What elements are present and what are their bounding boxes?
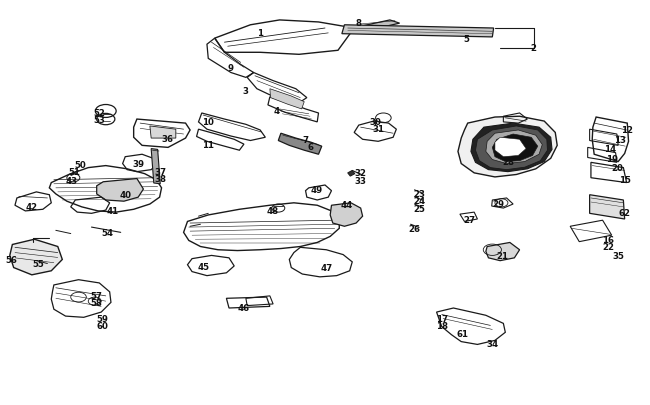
- Text: 12: 12: [621, 126, 632, 135]
- Text: 19: 19: [606, 154, 618, 163]
- Text: 8: 8: [356, 19, 362, 28]
- Polygon shape: [495, 138, 526, 157]
- Text: 10: 10: [202, 117, 215, 126]
- Text: 18: 18: [436, 322, 448, 330]
- Polygon shape: [278, 134, 322, 155]
- Text: 46: 46: [238, 303, 250, 312]
- Polygon shape: [151, 149, 161, 184]
- Polygon shape: [471, 124, 552, 172]
- Polygon shape: [458, 117, 557, 177]
- Polygon shape: [150, 127, 176, 139]
- Text: 1: 1: [257, 28, 263, 38]
- Text: 58: 58: [91, 298, 103, 307]
- Text: 5: 5: [463, 34, 469, 43]
- Text: 38: 38: [155, 175, 167, 183]
- Text: 35: 35: [613, 251, 625, 260]
- Polygon shape: [486, 131, 542, 164]
- Text: 21: 21: [496, 251, 508, 260]
- Text: 4: 4: [273, 107, 280, 116]
- Text: 60: 60: [97, 321, 109, 330]
- Text: 41: 41: [107, 207, 119, 215]
- Text: 28: 28: [502, 158, 514, 166]
- Text: 51: 51: [68, 168, 80, 177]
- Text: 22: 22: [603, 243, 614, 252]
- Text: 24: 24: [413, 197, 425, 206]
- Text: 53: 53: [94, 116, 105, 125]
- Polygon shape: [486, 243, 519, 261]
- Polygon shape: [97, 179, 144, 202]
- Polygon shape: [342, 26, 493, 38]
- Text: 26: 26: [408, 224, 421, 233]
- Text: 52: 52: [94, 109, 105, 117]
- Text: 31: 31: [372, 125, 384, 134]
- Text: 55: 55: [32, 260, 44, 269]
- Text: 33: 33: [355, 176, 367, 185]
- Polygon shape: [492, 135, 538, 162]
- Text: 20: 20: [611, 164, 623, 173]
- Text: 49: 49: [311, 185, 322, 194]
- Text: 7: 7: [302, 135, 309, 145]
- Text: 15: 15: [619, 175, 631, 184]
- Polygon shape: [10, 240, 62, 275]
- Text: 3: 3: [243, 87, 249, 96]
- Text: 29: 29: [493, 199, 505, 208]
- Text: 44: 44: [341, 201, 352, 210]
- Polygon shape: [348, 171, 355, 177]
- Text: 32: 32: [355, 169, 367, 178]
- Text: 13: 13: [614, 136, 626, 145]
- Text: 48: 48: [267, 207, 279, 216]
- Text: 42: 42: [26, 203, 38, 212]
- Text: 27: 27: [463, 215, 475, 224]
- Text: 50: 50: [75, 160, 86, 169]
- Polygon shape: [270, 90, 304, 110]
- Text: 45: 45: [198, 262, 210, 272]
- Text: 43: 43: [66, 176, 78, 185]
- Text: 57: 57: [91, 292, 103, 301]
- Text: 23: 23: [413, 190, 425, 199]
- Text: 11: 11: [202, 141, 215, 150]
- Polygon shape: [590, 195, 625, 220]
- Text: 54: 54: [101, 229, 114, 238]
- Text: 36: 36: [161, 134, 174, 144]
- Text: 56: 56: [6, 256, 18, 265]
- Text: 37: 37: [155, 168, 167, 177]
- Text: 47: 47: [320, 264, 332, 273]
- Text: 2: 2: [531, 43, 537, 52]
- Polygon shape: [330, 203, 363, 227]
- Text: 61: 61: [456, 329, 469, 338]
- Text: 30: 30: [369, 117, 381, 126]
- Text: 16: 16: [603, 235, 614, 244]
- Text: 40: 40: [120, 191, 132, 200]
- Text: 34: 34: [486, 339, 499, 348]
- Text: 17: 17: [436, 315, 448, 324]
- Polygon shape: [356, 21, 400, 31]
- Text: 6: 6: [307, 143, 314, 152]
- Text: 39: 39: [133, 160, 145, 168]
- Text: 25: 25: [413, 204, 425, 213]
- Text: 59: 59: [97, 314, 109, 323]
- Text: 14: 14: [604, 145, 616, 154]
- Text: 9: 9: [228, 64, 234, 73]
- Text: 62: 62: [619, 208, 630, 217]
- Polygon shape: [476, 127, 547, 170]
